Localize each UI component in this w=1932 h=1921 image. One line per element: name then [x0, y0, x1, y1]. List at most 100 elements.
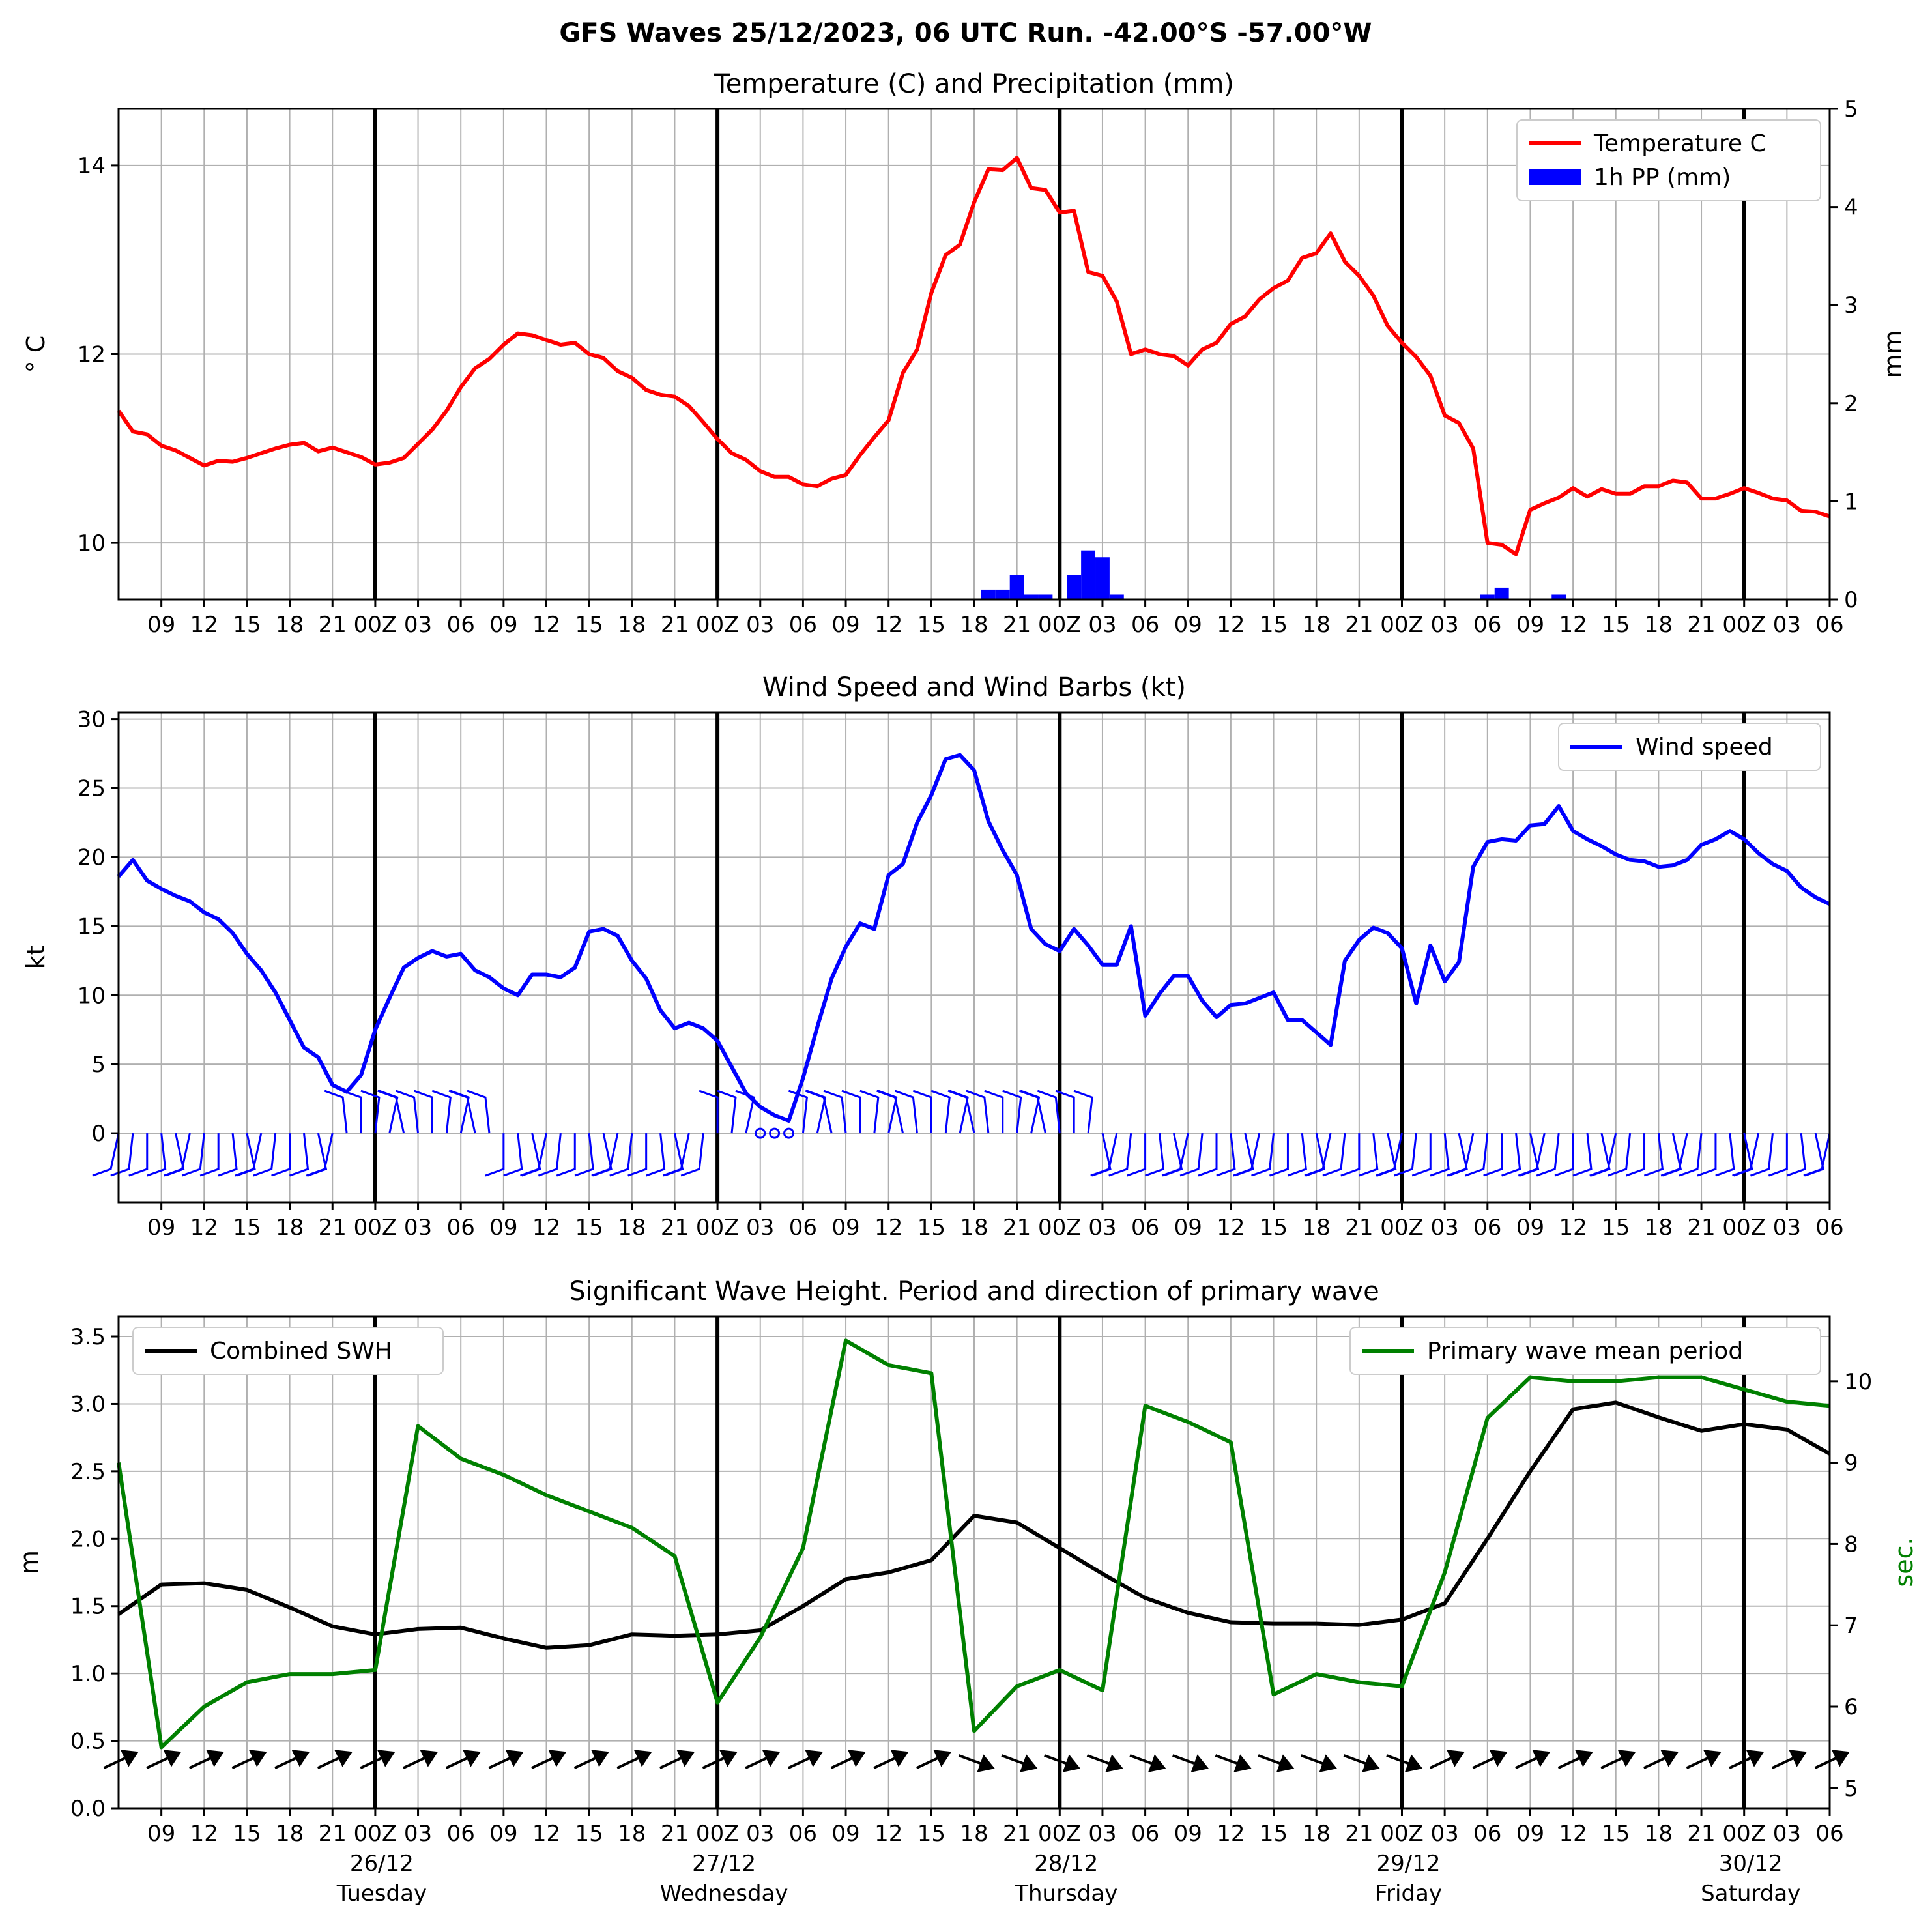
wave-direction-arrow	[830, 1750, 866, 1769]
x-tick-label: 06	[1131, 612, 1159, 638]
x-tick-label: 00Z	[1038, 1215, 1082, 1241]
x-tick-label: 00Z	[1038, 612, 1082, 638]
x-tick-label: 09	[489, 1215, 517, 1241]
wind-barb	[92, 1133, 120, 1177]
wave-direction-arrow	[530, 1750, 567, 1769]
y-right-tick-label: 7	[1844, 1613, 1858, 1639]
panel-title: Temperature (C) and Precipitation (mm)	[714, 69, 1234, 99]
x-tick-label: 21	[661, 612, 689, 638]
wind-barb	[1073, 1090, 1093, 1134]
x-tick-label: 15	[1260, 612, 1288, 638]
wind-barb	[147, 1133, 167, 1177]
wave-direction-arrow	[1044, 1754, 1081, 1772]
wind-barb	[306, 1133, 334, 1177]
wind-barb	[912, 1090, 932, 1134]
x-tick-label: 09	[831, 1215, 859, 1241]
x-tick-label: 12	[874, 1215, 902, 1241]
y-right-tick-label: 8	[1844, 1531, 1858, 1557]
wind-barb	[1608, 1133, 1632, 1177]
legend-box	[1558, 723, 1821, 771]
x-tick-label: 15	[1602, 1215, 1630, 1241]
wind-barb	[324, 1090, 348, 1134]
x-tick-label: 09	[147, 612, 175, 638]
x-tick-label: 18	[960, 1821, 988, 1847]
legend-label: 1h PP (mm)	[1594, 164, 1731, 191]
wave-direction-arrow	[146, 1750, 182, 1769]
x-tick-label: 21	[661, 1215, 689, 1241]
x-tick-label: 18	[276, 1821, 304, 1847]
wind-barb	[1679, 1133, 1703, 1177]
wind-barb	[181, 1133, 205, 1177]
wave-direction-arrow	[1729, 1750, 1765, 1769]
wave-direction-arrow	[1557, 1750, 1593, 1769]
wave-direction-arrow	[873, 1750, 909, 1769]
wind-barb	[646, 1133, 666, 1177]
legend: Primary wave mean period	[1349, 1327, 1821, 1375]
wind-barb	[413, 1090, 433, 1134]
wind-barb	[1430, 1133, 1450, 1177]
x-date-label: 29/12	[1377, 1851, 1441, 1877]
wind-barb	[1002, 1090, 1022, 1134]
wind-barb	[235, 1133, 263, 1177]
wind-barb	[519, 1133, 547, 1177]
legend: Wind speed	[1558, 723, 1821, 771]
wind-barb	[1411, 1133, 1432, 1177]
wind-barb	[735, 1090, 755, 1134]
wind-barb	[431, 1090, 452, 1134]
x-tick-label: 06	[1473, 1821, 1501, 1847]
wind-barb	[1251, 1133, 1275, 1177]
swh-line	[117, 1400, 1831, 1650]
precip-bar	[1494, 587, 1509, 599]
y-tick-label: 0.5	[70, 1729, 106, 1755]
x-tick-label: 15	[233, 612, 261, 638]
wind-barb	[289, 1133, 310, 1177]
x-tick-label: 21	[1003, 1821, 1031, 1847]
wind-barb	[574, 1133, 594, 1177]
x-tick-label: 06	[789, 612, 817, 638]
x-tick-label: 03	[404, 1821, 432, 1847]
wave-direction-arrow	[403, 1750, 439, 1769]
x-tick-label: 15	[1602, 1821, 1630, 1847]
wind-barb	[1660, 1133, 1688, 1177]
wind-barb	[1768, 1133, 1788, 1177]
x-tick-label: 15	[575, 1821, 603, 1847]
wind-barb	[538, 1133, 562, 1177]
wind-barb	[859, 1090, 880, 1134]
wave-direction-arrow	[916, 1750, 952, 1769]
y-right-tick-label: 5	[1844, 1776, 1858, 1802]
wind-barb	[342, 1090, 362, 1134]
x-tick-label: 06	[447, 612, 475, 638]
y-tick-label: 3.0	[70, 1391, 106, 1417]
x-tick-label: 06	[447, 1821, 475, 1847]
x-tick-label: 12	[1217, 1215, 1245, 1241]
wind-barb	[1518, 1133, 1546, 1177]
wind-barb	[1375, 1133, 1403, 1177]
x-tick-label: 03	[1773, 612, 1801, 638]
wind-barb	[128, 1133, 149, 1177]
wave-direction-arrow	[958, 1754, 995, 1772]
x-tick-label: 03	[1773, 1215, 1801, 1241]
x-tick-label: 21	[1345, 1821, 1373, 1847]
wave-direction-arrow	[616, 1750, 652, 1769]
y-right-tick-label: 5	[1844, 96, 1858, 123]
wind-barb	[1803, 1133, 1831, 1177]
x-tick-label: 09	[1174, 1215, 1202, 1241]
wind-barb	[1554, 1133, 1574, 1177]
x-tick-label: 03	[1088, 1821, 1116, 1847]
wave-direction-arrow	[103, 1750, 139, 1769]
wind-barb	[503, 1133, 523, 1177]
legend-swatch	[1529, 169, 1581, 185]
x-tick-label: 21	[1003, 612, 1031, 638]
y-tick-label: 2.0	[70, 1526, 106, 1552]
x-tick-label: 06	[789, 1821, 817, 1847]
wind-barb	[1359, 1133, 1379, 1177]
x-tick-label: 15	[233, 1215, 261, 1241]
wind-barb	[467, 1090, 491, 1134]
wind-barb	[1465, 1133, 1489, 1177]
wind-barb	[1483, 1133, 1503, 1177]
wind-barb	[1304, 1133, 1332, 1177]
x-tick-label: 03	[404, 1215, 432, 1241]
wind-barb	[1750, 1133, 1774, 1177]
x-tick-label: 21	[1687, 1215, 1715, 1241]
x-tick-label: 03	[404, 612, 432, 638]
